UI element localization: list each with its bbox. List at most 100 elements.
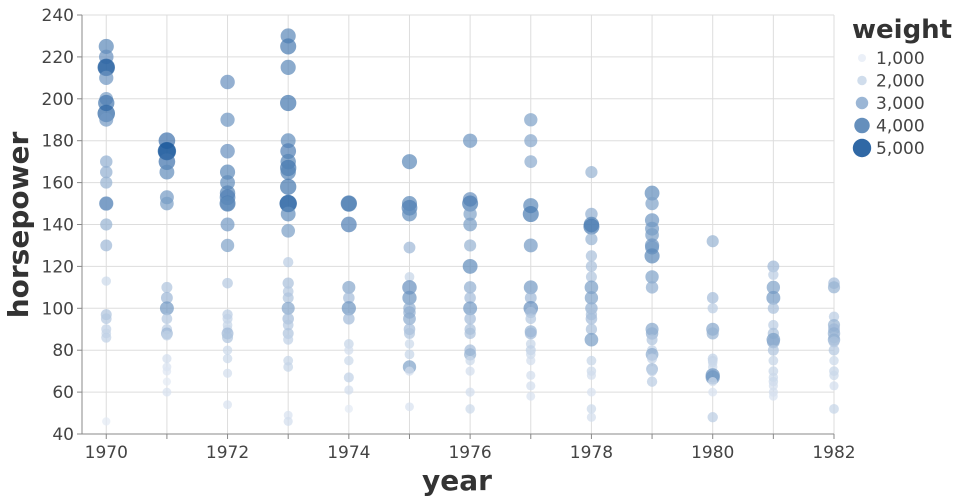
data-point (402, 206, 417, 222)
data-point (768, 269, 779, 280)
data-point (586, 387, 596, 397)
data-point (585, 250, 598, 262)
y-tick-label: 140 (42, 216, 74, 236)
data-point (644, 185, 660, 201)
data-point (100, 176, 113, 189)
data-point (102, 417, 111, 426)
data-point (281, 301, 295, 315)
x-axis-ticks: 1970 1972 1974 1976 1978 1980 1982 (85, 434, 856, 463)
data-point (220, 196, 235, 211)
data-point (404, 271, 415, 282)
data-point (645, 281, 659, 294)
data-point (465, 387, 475, 397)
data-point (280, 164, 296, 180)
data-point (222, 345, 233, 355)
data-point (463, 133, 478, 148)
data-point (584, 291, 599, 305)
x-tick-label: 1970 (85, 443, 128, 463)
data-point (646, 376, 658, 387)
x-tick-label: 1980 (691, 443, 734, 463)
x-tick-label: 1974 (327, 443, 370, 463)
data-point (768, 355, 779, 366)
y-tick-label: 240 (42, 6, 74, 26)
data-point (161, 281, 173, 293)
data-point (583, 218, 600, 235)
data-point (706, 327, 719, 340)
data-point (405, 402, 414, 412)
data-point (768, 391, 778, 401)
x-tick-label: 1976 (448, 443, 491, 463)
data-point (707, 303, 718, 314)
data-point (647, 353, 658, 364)
data-point (100, 239, 113, 252)
data-point (829, 370, 839, 381)
data-point (465, 366, 475, 376)
legend-swatch (855, 96, 869, 110)
data-point (161, 313, 173, 325)
data-point (344, 385, 354, 395)
data-point (524, 113, 538, 127)
data-point (220, 143, 235, 159)
data-point (344, 404, 353, 414)
data-point (222, 353, 233, 364)
data-point (464, 292, 476, 304)
data-point (708, 387, 718, 397)
data-point (159, 164, 175, 180)
data-point (342, 280, 356, 294)
data-point (526, 370, 536, 380)
data-point (404, 349, 415, 360)
data-point (706, 292, 719, 304)
data-point (98, 38, 114, 54)
data-point (584, 332, 599, 347)
x-tick-label: 1978 (570, 443, 613, 463)
data-point (828, 344, 840, 356)
data-point (463, 281, 477, 294)
data-point (160, 196, 174, 211)
data-point (283, 334, 294, 345)
data-point (283, 362, 294, 372)
data-point (159, 301, 174, 316)
data-point (585, 233, 598, 246)
data-point (828, 336, 840, 348)
data-point (99, 70, 114, 85)
data-point (463, 207, 477, 221)
data-point (341, 301, 356, 316)
data-point (465, 355, 475, 366)
data-point (283, 410, 293, 420)
data-point (526, 356, 536, 366)
data-point (707, 412, 718, 423)
data-point (766, 280, 781, 295)
data-point (283, 257, 294, 268)
data-point (647, 366, 658, 377)
data-point (585, 312, 598, 325)
data-point (767, 344, 779, 356)
data-point (282, 292, 294, 304)
data-point (162, 377, 172, 386)
y-tick-label: 220 (42, 48, 74, 68)
data-point (585, 207, 598, 221)
y-tick-label: 80 (52, 341, 74, 361)
data-point (645, 228, 659, 242)
data-point (464, 312, 476, 325)
data-point (524, 327, 537, 340)
data-point (645, 196, 659, 211)
data-point (101, 332, 112, 343)
data-point (100, 155, 113, 168)
legend-label: 1,000 (876, 49, 925, 69)
data-point (768, 319, 779, 331)
data-point (343, 292, 355, 304)
legend-label: 3,000 (876, 94, 925, 114)
data-point (340, 216, 357, 233)
data-point (280, 178, 297, 195)
data-point (222, 277, 233, 289)
data-point (158, 153, 176, 170)
data-point (828, 311, 840, 322)
data-point (523, 238, 538, 253)
data-point (585, 323, 598, 335)
data-point (279, 195, 297, 213)
legend-swatch (858, 54, 866, 62)
data-point (525, 313, 537, 325)
data-point (99, 196, 114, 211)
data-point (101, 276, 112, 286)
legend-label: 5,000 (876, 139, 925, 159)
